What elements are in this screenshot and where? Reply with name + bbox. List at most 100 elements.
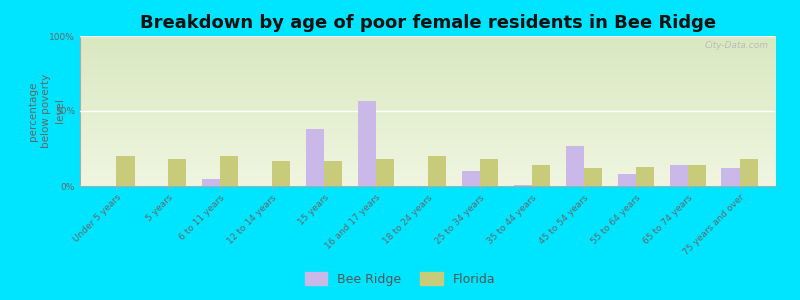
Bar bbox=[80, 40, 776, 42]
Bar bbox=[80, 94, 776, 96]
Bar bbox=[80, 123, 776, 124]
Bar bbox=[80, 84, 776, 86]
Bar bbox=[80, 153, 776, 154]
Bar bbox=[80, 167, 776, 168]
Bar bbox=[80, 70, 776, 72]
Bar bbox=[80, 100, 776, 102]
Bar bbox=[80, 124, 776, 126]
Bar bbox=[358, 100, 376, 186]
Bar bbox=[80, 99, 776, 100]
Bar bbox=[80, 150, 776, 152]
Bar bbox=[80, 136, 776, 138]
Title: Breakdown by age of poor female residents in Bee Ridge: Breakdown by age of poor female resident… bbox=[140, 14, 716, 32]
Bar bbox=[688, 165, 706, 186]
Bar bbox=[80, 114, 776, 116]
Bar bbox=[168, 159, 186, 186]
Bar bbox=[480, 159, 498, 186]
Bar bbox=[80, 182, 776, 183]
Bar bbox=[80, 135, 776, 136]
Bar bbox=[80, 78, 776, 80]
Bar bbox=[80, 147, 776, 148]
Bar bbox=[80, 174, 776, 176]
Bar bbox=[80, 38, 776, 39]
Bar bbox=[80, 141, 776, 142]
Bar bbox=[80, 140, 776, 141]
Bar bbox=[80, 54, 776, 56]
Bar bbox=[80, 152, 776, 153]
Bar bbox=[80, 69, 776, 70]
Bar bbox=[80, 39, 776, 40]
Bar bbox=[116, 156, 134, 186]
Bar bbox=[80, 154, 776, 156]
Bar bbox=[80, 80, 776, 81]
Bar bbox=[80, 93, 776, 94]
Bar bbox=[80, 162, 776, 164]
Bar bbox=[514, 184, 532, 186]
Bar bbox=[428, 156, 446, 186]
Bar bbox=[80, 180, 776, 182]
Bar bbox=[80, 76, 776, 78]
Bar bbox=[80, 176, 776, 177]
Bar bbox=[80, 44, 776, 45]
Bar bbox=[80, 105, 776, 106]
Bar bbox=[80, 87, 776, 88]
Legend: Bee Ridge, Florida: Bee Ridge, Florida bbox=[300, 267, 500, 291]
Bar bbox=[80, 102, 776, 104]
Bar bbox=[80, 118, 776, 120]
Bar bbox=[566, 146, 584, 186]
Bar bbox=[80, 52, 776, 54]
Bar bbox=[80, 42, 776, 44]
Text: City-Data.com: City-Data.com bbox=[705, 40, 769, 50]
Bar bbox=[80, 61, 776, 63]
Bar bbox=[80, 116, 776, 117]
Bar bbox=[740, 159, 758, 186]
Bar bbox=[80, 98, 776, 99]
Bar bbox=[80, 117, 776, 118]
Bar bbox=[80, 164, 776, 165]
Bar bbox=[80, 57, 776, 58]
Bar bbox=[80, 103, 776, 105]
Bar bbox=[636, 167, 654, 186]
Bar bbox=[80, 160, 776, 162]
Bar bbox=[80, 168, 776, 170]
Bar bbox=[80, 126, 776, 128]
Bar bbox=[80, 108, 776, 110]
Bar bbox=[80, 172, 776, 174]
Bar bbox=[80, 120, 776, 122]
Bar bbox=[80, 64, 776, 66]
Bar bbox=[324, 160, 342, 186]
Bar bbox=[80, 36, 776, 38]
Bar bbox=[584, 168, 602, 186]
Bar bbox=[80, 74, 776, 75]
Bar bbox=[80, 46, 776, 48]
Bar bbox=[80, 56, 776, 57]
Bar bbox=[532, 165, 550, 186]
Bar bbox=[80, 169, 776, 171]
Bar bbox=[80, 60, 776, 61]
Bar bbox=[462, 171, 480, 186]
Bar bbox=[722, 168, 740, 186]
Bar bbox=[202, 178, 220, 186]
Bar bbox=[80, 148, 776, 150]
Bar bbox=[80, 58, 776, 60]
Bar bbox=[80, 45, 776, 46]
Bar bbox=[80, 146, 776, 147]
Bar bbox=[80, 128, 776, 129]
Bar bbox=[618, 174, 636, 186]
Bar bbox=[80, 92, 776, 93]
Bar bbox=[80, 159, 776, 160]
Bar bbox=[670, 165, 688, 186]
Bar bbox=[80, 177, 776, 178]
Bar bbox=[272, 160, 290, 186]
Bar bbox=[80, 144, 776, 146]
Bar bbox=[80, 82, 776, 84]
Bar bbox=[80, 130, 776, 132]
Bar bbox=[376, 159, 394, 186]
Bar bbox=[80, 90, 776, 92]
Bar bbox=[80, 96, 776, 98]
Bar bbox=[80, 134, 776, 135]
Bar bbox=[80, 63, 776, 64]
Bar bbox=[80, 51, 776, 52]
Bar bbox=[80, 110, 776, 111]
Bar bbox=[80, 138, 776, 140]
